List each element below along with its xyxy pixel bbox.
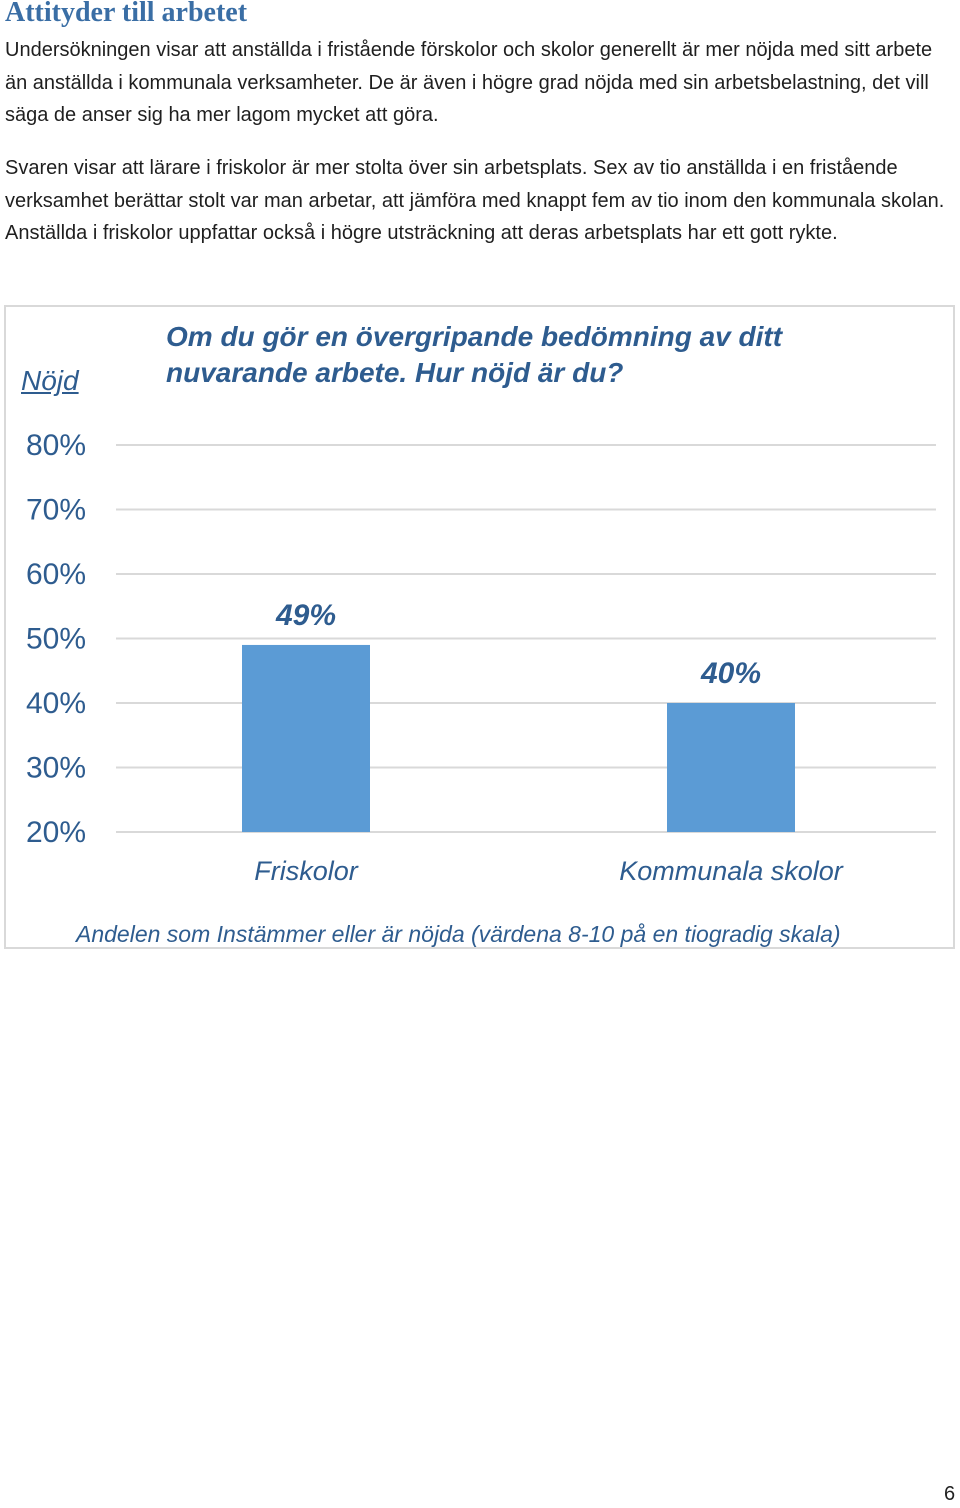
y-tick-label: 80% [26, 429, 86, 462]
satisfaction-chart: Nöjd Om du gör en övergripande bedömning… [4, 305, 955, 949]
bar [667, 703, 795, 832]
y-axis-title: Nöjd [21, 365, 79, 396]
x-axis-caption: Andelen som Instämmer eller är nöjda (vä… [76, 921, 841, 947]
y-tick-label: 30% [26, 752, 86, 785]
y-tick-label: 40% [26, 687, 86, 720]
y-tick-label: 70% [26, 494, 86, 527]
bar-plot: 80% 70% 60% 50% 40% 30% 20% 49% Friskolor 40% Komm… [26, 429, 936, 886]
bar-value-label: 40% [700, 657, 761, 690]
y-tick-label: 20% [26, 816, 86, 849]
page-number: 6 [944, 1483, 956, 1505]
y-tick-label: 50% [26, 623, 86, 656]
bar-value-label: 49% [275, 599, 336, 632]
category-label: Kommunala skolor [619, 856, 844, 886]
paragraph-2: Svaren visar att lärare i friskolor är m… [5, 157, 945, 244]
category-label: Friskolor [254, 856, 359, 886]
bar [242, 644, 370, 832]
paragraph-1: Undersökningen visar att anställda i fri… [5, 39, 933, 126]
section-heading: Attityder till arbetet [5, 0, 248, 28]
y-tick-label: 60% [26, 558, 86, 591]
chart-title: Om du gör en övergripande bedömning av d… [166, 321, 783, 388]
